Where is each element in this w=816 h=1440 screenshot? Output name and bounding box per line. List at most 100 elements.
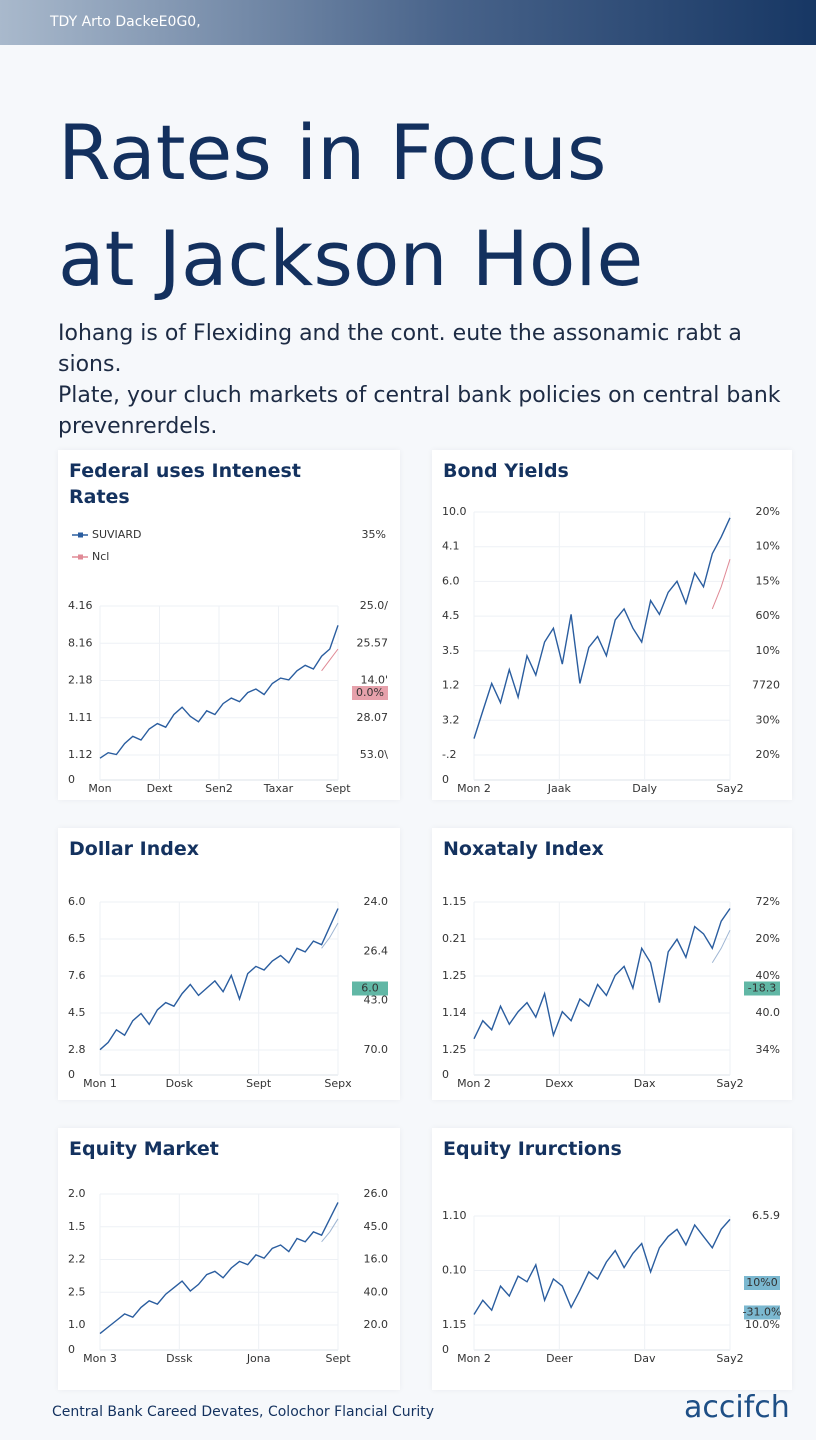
y-tick-label: 0 <box>68 773 75 786</box>
y2-label: 60% <box>756 609 780 622</box>
y-label: 1.11 <box>68 711 93 724</box>
badge-label: 0.0% <box>356 686 384 699</box>
series-line <box>473 517 731 739</box>
chart-card: Dollar Index 6.0 6.5 7.6 4.5 2.8 24.0 26.4 43.0 7… <box>58 828 400 1100</box>
y-tick-label: 0 <box>442 773 449 786</box>
badge-label: -18.3 <box>748 982 776 995</box>
y2-label: 15% <box>756 574 780 587</box>
x-tick-label: Say2 <box>716 782 743 795</box>
badge-label: 10%0 <box>746 1276 777 1289</box>
chart-title: Bond Yields <box>443 460 569 482</box>
y-label: 7.6 <box>68 969 86 982</box>
y2-label: 10% <box>756 644 780 657</box>
legend-value: 35% <box>362 528 386 541</box>
series-line <box>711 929 731 964</box>
y2-label: 20% <box>756 932 780 945</box>
x-tick-label: Deer <box>546 1352 573 1365</box>
chart: 6.0 6.5 7.6 4.5 2.8 24.0 26.4 43.0 70.0 6.0 0 Mon 1… <box>68 895 389 1090</box>
y-label: 2.5 <box>68 1285 86 1298</box>
y-label: 3.5 <box>442 644 460 657</box>
x-tick-label: Dax <box>634 1077 656 1090</box>
y-tick-label: 0 <box>442 1343 449 1356</box>
y-label: 4.1 <box>442 540 460 553</box>
y2-label: 26.0 <box>364 1187 389 1200</box>
badge <box>744 981 780 996</box>
legend-marker <box>78 554 83 560</box>
y2-label: 28.07 <box>357 711 389 724</box>
x-tick-label: Daly <box>632 782 657 795</box>
y2-label: 72% <box>756 895 780 908</box>
y2-label: 34% <box>756 1043 780 1056</box>
y2-label: 25.57 <box>357 636 389 649</box>
y2-label: 40% <box>756 969 780 982</box>
y-tick-label: 0 <box>68 1343 75 1356</box>
series-line <box>711 559 731 610</box>
chart-card: Bond Yields 10.0 4.1 6.0 4.5 3.5 1.2 3.2 -.2 20% 1… <box>432 450 792 800</box>
y-label: 1.15 <box>442 1318 467 1331</box>
y-label: 2.18 <box>68 674 93 687</box>
y2-label: 30% <box>756 713 780 726</box>
y2-label: 20.0 <box>364 1318 389 1331</box>
y2-label: 10.0% <box>745 1318 780 1331</box>
y-label: 4.5 <box>68 1006 86 1019</box>
chart-card: Federal uses Intenest Rates SUVIARD Ncl 35%… <box>58 450 400 800</box>
x-tick-label: Taxar <box>263 782 294 795</box>
x-tick-label: Mon 2 <box>457 1352 491 1365</box>
y-label: 1.10 <box>442 1209 467 1222</box>
chart: 1.15 0.21 1.25 1.14 1.25 72% 20% 40% 40.0 34% -18.… <box>442 895 780 1090</box>
footer-text: Central Bank Careed Devates, Colochor Fl… <box>52 1404 435 1420</box>
x-tick-label: Jona <box>246 1352 271 1365</box>
chart-title: Equity Irurctions <box>443 1138 622 1160</box>
x-tick-label: Mon 3 <box>83 1352 117 1365</box>
x-tick-label: Say2 <box>716 1077 743 1090</box>
y2-label: 25.0/ <box>360 599 388 612</box>
chart-card: Equity Market 2.0 1.5 2.2 2.5 1.0 26.0 45.0 16.0… <box>58 1128 400 1390</box>
x-tick-label: Dexx <box>545 1077 574 1090</box>
y-label: 4.16 <box>68 599 93 612</box>
chart-card: Equity Irurctions 1.10 0.10 1.15 6.5.9 10.0% 1… <box>432 1128 792 1390</box>
series-line <box>473 1218 731 1315</box>
badge <box>352 686 388 700</box>
y-label: 6.0 <box>68 895 86 908</box>
subtitle-line: Iohang is of Flexiding and the cont. eut… <box>58 321 742 377</box>
header-bar: TDY Arto DackeE0G0, <box>0 0 816 45</box>
chart: 1.10 0.10 1.15 6.5.9 10.0% 10%0 -31.0% 0 Mon 2 De… <box>442 1209 782 1365</box>
y-label: 1.25 <box>442 1043 467 1056</box>
x-tick-label: Dosk <box>166 1077 194 1090</box>
x-tick-label: Sen2 <box>205 782 233 795</box>
y-label: 6.5 <box>68 932 86 945</box>
subtitle-line: prevenrerdels. <box>58 414 218 439</box>
title-line: at Jackson Hole <box>58 214 644 303</box>
y-label: 2.8 <box>68 1043 86 1056</box>
chart-title: Federal uses Intenest Rates <box>69 460 301 508</box>
legend-marker <box>78 532 83 538</box>
y-label: -.2 <box>442 748 456 761</box>
x-tick-label: Dav <box>634 1352 656 1365</box>
y-tick-label: 0 <box>68 1068 75 1081</box>
x-tick-label: Mon 2 <box>457 782 491 795</box>
y-label: 1.15 <box>442 895 467 908</box>
chart-card: Noxataly Index 1.15 0.21 1.25 1.14 1.25 72% 20%… <box>432 828 792 1100</box>
legend-label: SUVIARD <box>92 528 141 541</box>
y2-label: 16.0 <box>364 1253 389 1266</box>
x-tick-label: Sept <box>325 1352 351 1365</box>
series-line <box>321 1218 339 1243</box>
badge <box>744 1276 780 1290</box>
badge-label: -31.0% <box>743 1305 782 1318</box>
y2-label: 53.0\ <box>360 748 388 761</box>
x-tick-label: Sept <box>325 782 351 795</box>
y2-label: 40.0 <box>364 1285 389 1298</box>
chart-title: Equity Market <box>69 1138 219 1160</box>
chart: SUVIARD Ncl 35% 4.16 8.16 2.18 1.11 1.12 25.0/25… <box>68 528 389 795</box>
y-label: 1.5 <box>68 1220 86 1233</box>
y2-label: 26.4 <box>364 944 389 957</box>
badge <box>744 1305 780 1320</box>
y2-label: 10% <box>756 540 780 553</box>
y-label: 6.0 <box>442 574 460 587</box>
legend-label: Ncl <box>92 550 109 563</box>
subtitle: Iohang is of Flexiding and the cont. eut… <box>58 318 798 442</box>
y-label: 10.0 <box>442 505 467 518</box>
y-label: 0.21 <box>442 932 467 945</box>
y-label: 1.0 <box>68 1318 86 1331</box>
